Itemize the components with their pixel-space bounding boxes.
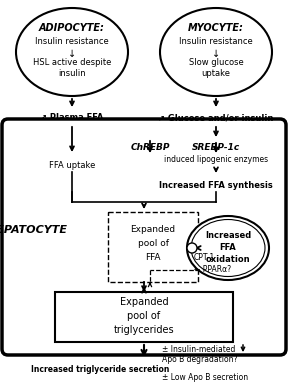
Text: FFA: FFA — [145, 253, 161, 263]
Bar — [108, 212, 198, 282]
Text: SREBP-1c: SREBP-1c — [192, 144, 240, 152]
Text: MYOCYTE:: MYOCYTE: — [188, 23, 244, 33]
Text: CPT-1: CPT-1 — [194, 253, 215, 263]
Ellipse shape — [160, 8, 272, 96]
Text: pool of: pool of — [127, 311, 161, 321]
Text: ↗ Plasma FFA: ↗ Plasma FFA — [40, 114, 104, 122]
Circle shape — [187, 243, 197, 253]
Text: ↓: ↓ — [212, 49, 220, 59]
Text: Increased FFA synthesis: Increased FFA synthesis — [159, 180, 273, 189]
FancyBboxPatch shape — [2, 119, 286, 355]
Text: ± Low Apo B secretion: ± Low Apo B secretion — [162, 374, 248, 382]
Text: Apo B degradation?: Apo B degradation? — [162, 356, 238, 364]
Text: ← PPARα?: ← PPARα? — [194, 265, 231, 275]
Text: ADIPOCYTE:: ADIPOCYTE: — [39, 23, 105, 33]
Text: induced lipogenic enzymes: induced lipogenic enzymes — [164, 156, 268, 164]
Bar — [55, 292, 233, 342]
Text: Slow glucose
uptake: Slow glucose uptake — [189, 58, 243, 78]
Text: ± Insulin-mediated: ± Insulin-mediated — [162, 346, 235, 354]
Text: pool of: pool of — [137, 240, 168, 248]
Ellipse shape — [187, 216, 269, 280]
Text: FFA uptake: FFA uptake — [49, 161, 95, 169]
Text: ↗ Glucose and/or insulin: ↗ Glucose and/or insulin — [158, 114, 274, 122]
Text: Expanded: Expanded — [120, 297, 168, 307]
Text: oxidation: oxidation — [206, 255, 250, 265]
Text: Increased: Increased — [205, 232, 251, 240]
Text: Expanded: Expanded — [130, 225, 176, 235]
Text: FFA: FFA — [220, 243, 236, 253]
Text: ↓: ↓ — [68, 49, 76, 59]
Text: HSL active despite
insulin: HSL active despite insulin — [33, 58, 111, 78]
Text: HEPATOCYTE: HEPATOCYTE — [0, 225, 68, 235]
Ellipse shape — [16, 8, 128, 96]
Text: ChREBP: ChREBP — [130, 144, 170, 152]
Text: triglycerides: triglycerides — [114, 325, 174, 335]
Text: Increased triglyceride secretion: Increased triglyceride secretion — [31, 366, 169, 374]
Text: Insulin resistance: Insulin resistance — [179, 38, 253, 46]
Text: Insulin resistance: Insulin resistance — [35, 38, 109, 46]
